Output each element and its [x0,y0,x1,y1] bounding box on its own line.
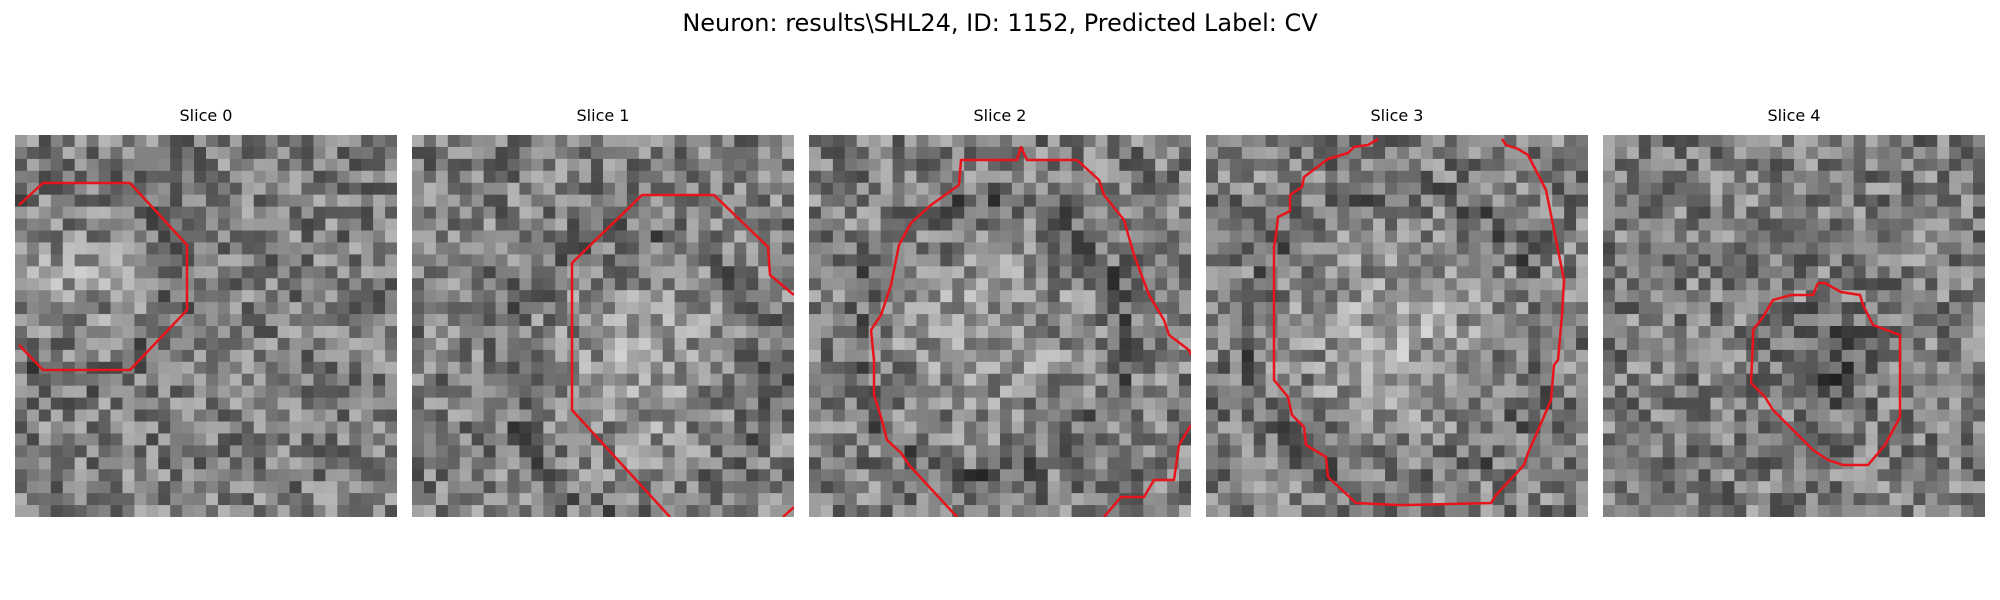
slice-panel-4: Slice 4 [1603,106,1985,517]
contour-line [1103,424,1191,517]
slice-image-1 [412,135,794,517]
slice-image-4 [1603,135,1985,517]
figure-title: Neuron: results\SHL24, ID: 1152, Predict… [682,9,1318,37]
slice-title-3: Slice 3 [1370,106,1424,125]
contour-line [18,181,189,372]
contour-line [570,193,794,517]
contour-line [1749,281,1902,467]
slice-title-0: Slice 0 [179,106,233,125]
contour-line [869,145,1191,517]
slice-panel-3: Slice 3 [1206,106,1588,517]
slice-panel-0: Slice 0 [15,106,397,517]
slice-panel-2: Slice 2 [809,106,1191,517]
slice-image-0 [15,135,397,517]
slice-image-2 [809,135,1191,517]
slice-title-2: Slice 2 [973,106,1027,125]
contour-line [782,506,794,517]
slice-panel-1: Slice 1 [412,106,794,517]
slice-title-4: Slice 4 [1767,106,1821,125]
slice-image-3 [1206,135,1588,517]
contour-line [1272,137,1566,507]
slice-title-1: Slice 1 [576,106,630,125]
